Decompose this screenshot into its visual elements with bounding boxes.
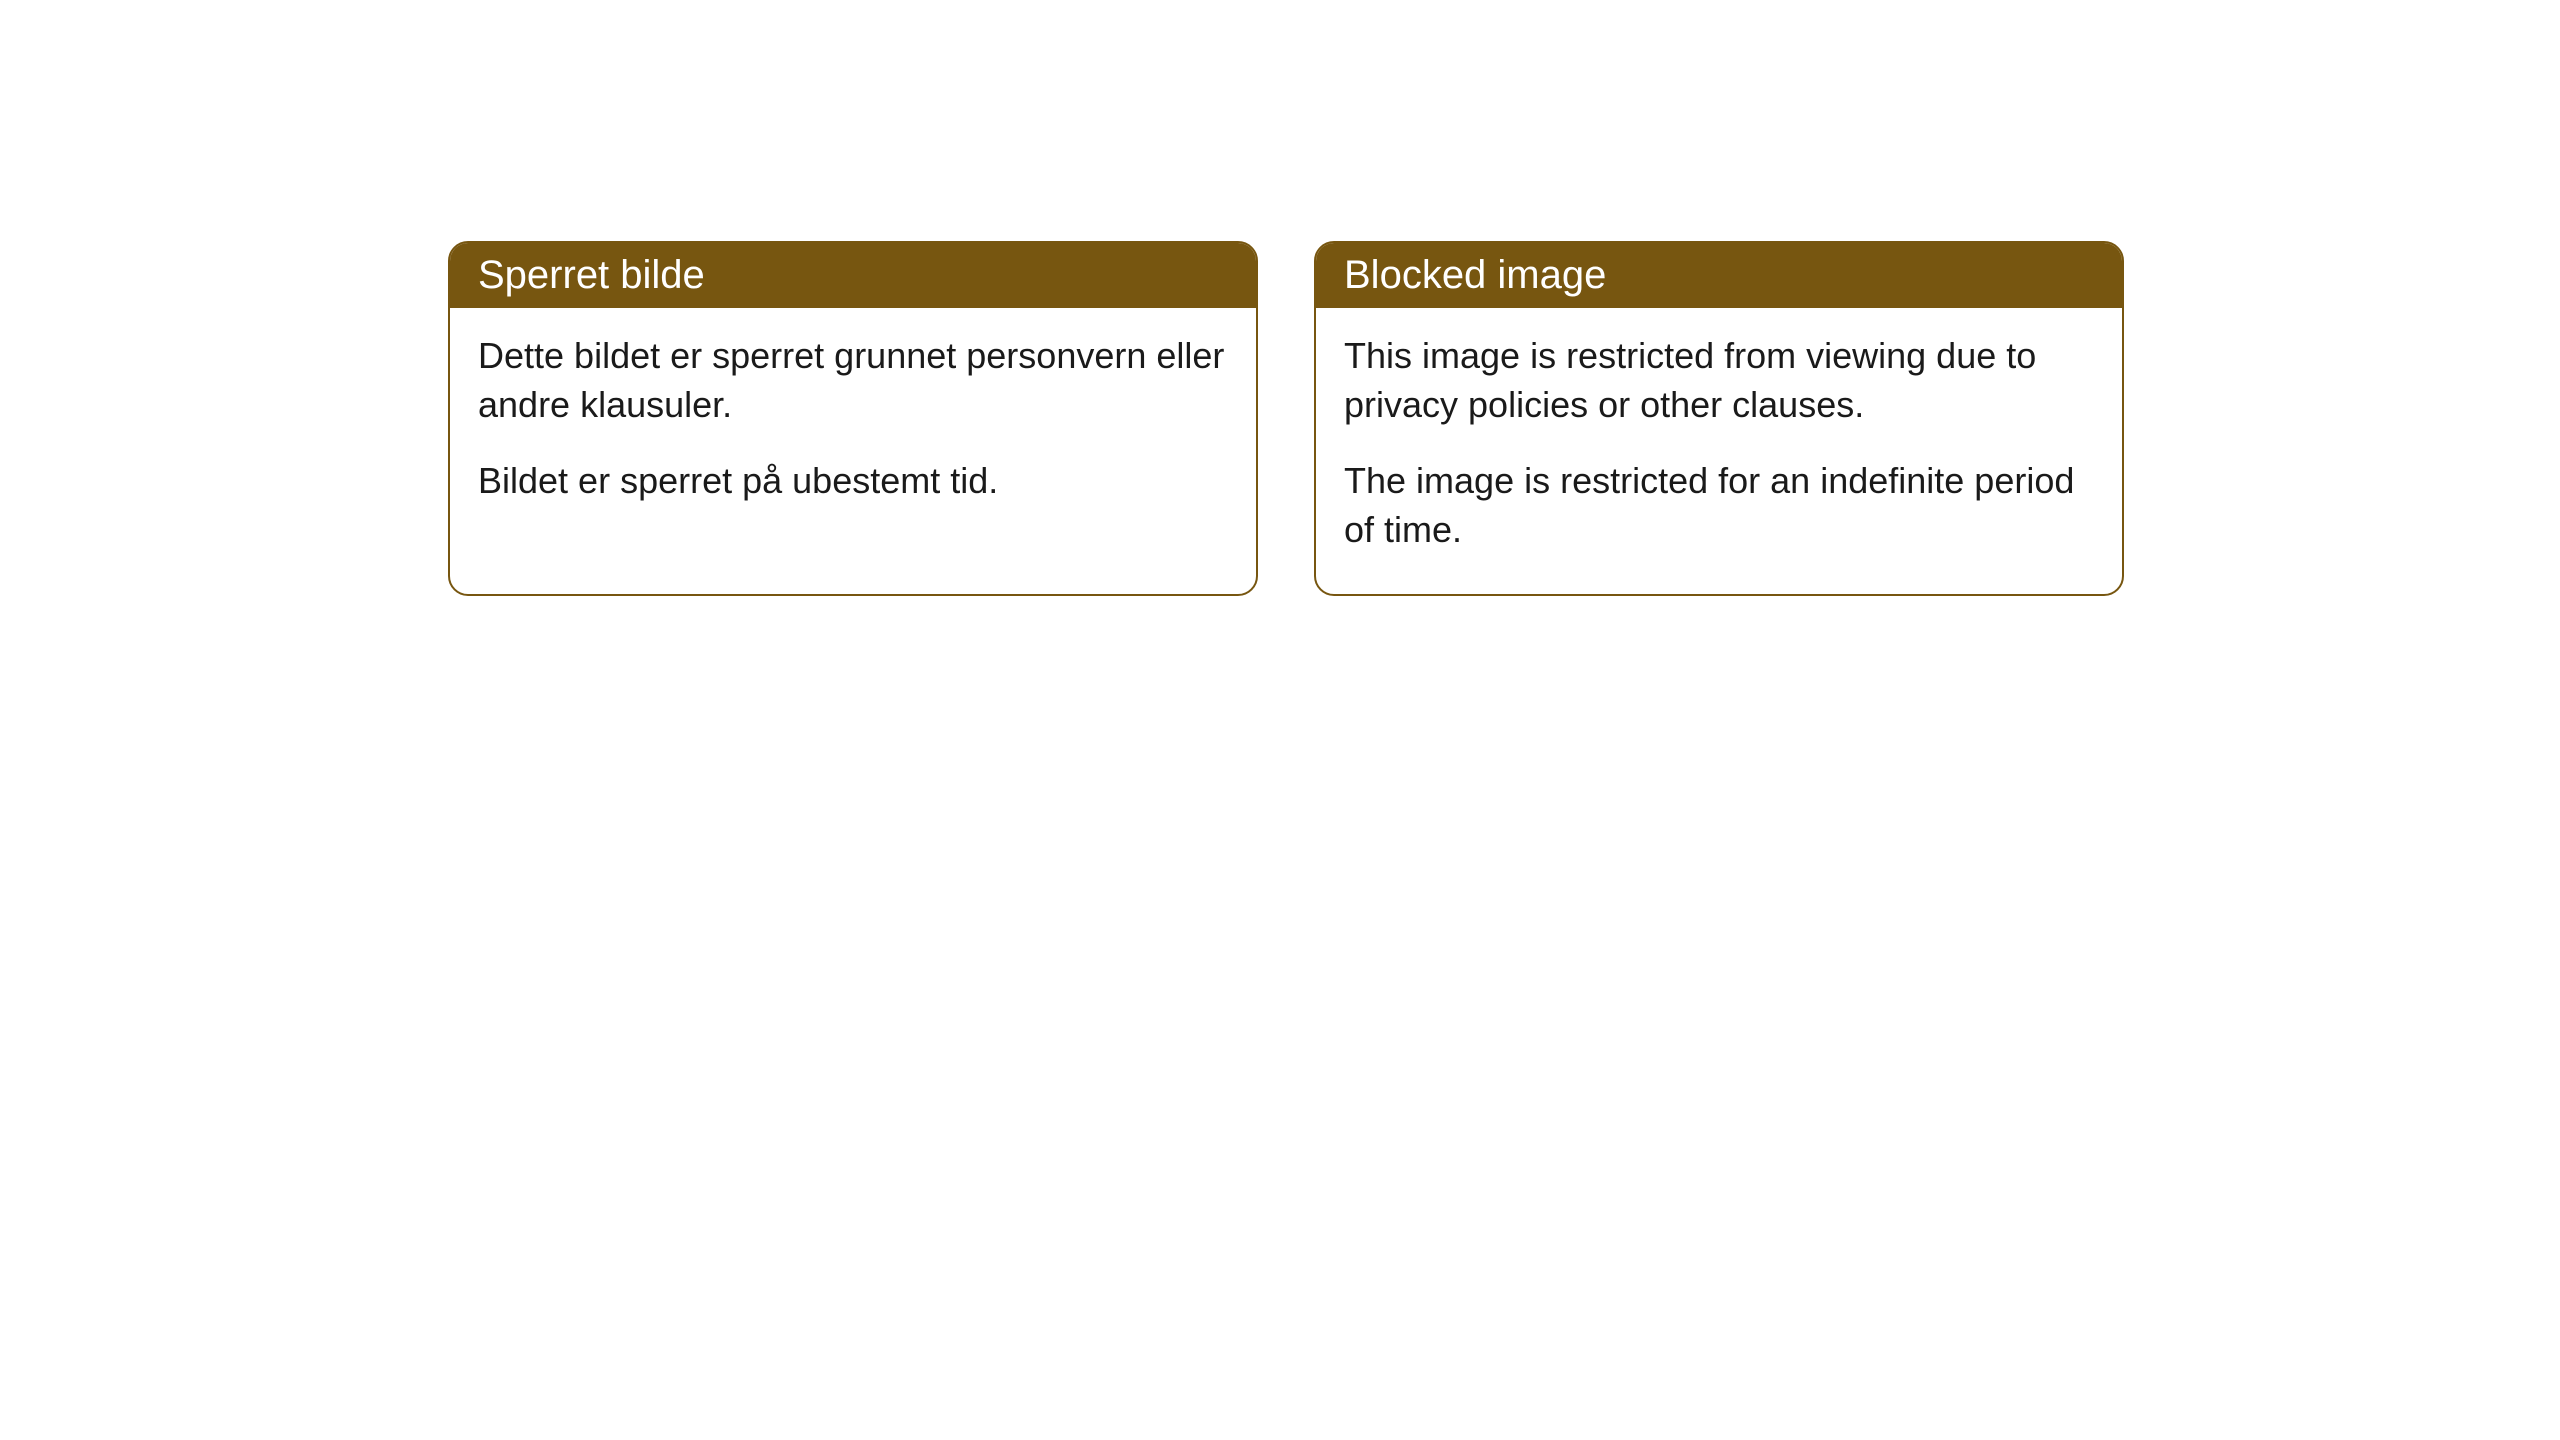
card-header-no: Sperret bilde (450, 243, 1256, 308)
card-paragraph-en-2: The image is restricted for an indefinit… (1344, 457, 2094, 554)
card-body-no: Dette bildet er sperret grunnet personve… (450, 308, 1256, 546)
blocked-image-card-en: Blocked image This image is restricted f… (1314, 241, 2124, 596)
card-paragraph-en-1: This image is restricted from viewing du… (1344, 332, 2094, 429)
card-title-en: Blocked image (1344, 253, 1606, 297)
cards-container: Sperret bilde Dette bildet er sperret gr… (0, 0, 2560, 596)
card-title-no: Sperret bilde (478, 253, 705, 297)
card-paragraph-no-1: Dette bildet er sperret grunnet personve… (478, 332, 1228, 429)
card-header-en: Blocked image (1316, 243, 2122, 308)
blocked-image-card-no: Sperret bilde Dette bildet er sperret gr… (448, 241, 1258, 596)
card-paragraph-no-2: Bildet er sperret på ubestemt tid. (478, 457, 1228, 506)
card-body-en: This image is restricted from viewing du… (1316, 308, 2122, 594)
